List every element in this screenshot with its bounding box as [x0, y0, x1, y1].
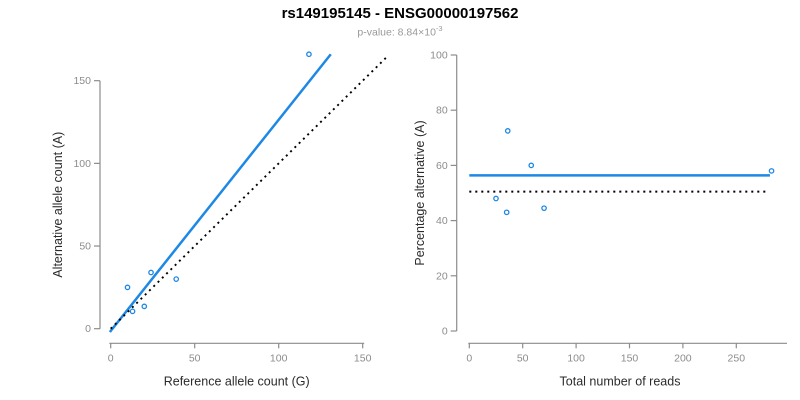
x-tick-label: 0 — [108, 352, 114, 364]
y-axis-title: Percentage alternative (A) — [413, 120, 427, 265]
x-tick-label: 150 — [621, 352, 639, 364]
x-tick-label: 100 — [270, 352, 288, 364]
data-point — [528, 162, 535, 169]
x-tick-label: 200 — [674, 352, 692, 364]
x-tick-label: 150 — [354, 352, 372, 364]
data-point — [768, 168, 775, 174]
subtitle-exponent: -3 — [435, 24, 443, 33]
fit-line — [108, 53, 332, 333]
y-tick-label: 100 — [430, 50, 448, 62]
x-tick-label: 50 — [189, 352, 201, 364]
plot-subtitle: p-value: 8.84×10-3 — [0, 24, 800, 39]
data-point — [141, 303, 148, 310]
y-tick-label: 20 — [436, 270, 448, 282]
y-tick-label: 150 — [73, 75, 91, 87]
data-point — [124, 284, 131, 291]
y-tick-label: 100 — [73, 158, 91, 170]
identity-line — [110, 56, 387, 330]
data-point — [504, 128, 511, 134]
subtitle-text: p-value: 8.84×10 — [357, 26, 436, 39]
data-point — [503, 209, 510, 216]
data-point — [129, 308, 136, 315]
y-tick-label: 50 — [79, 241, 91, 253]
data-point — [173, 276, 180, 282]
plot-title: rs149195145 - ENSG00000197562 — [281, 5, 519, 22]
x-axis-title: Total number of reads — [560, 375, 681, 389]
y-tick-label: 0 — [442, 326, 448, 338]
x-axis-title: Reference allele count (G) — [164, 375, 310, 389]
y-tick-label: 80 — [436, 105, 448, 117]
data-point — [306, 51, 312, 58]
data-point — [541, 205, 547, 212]
y-tick-label: 40 — [436, 215, 448, 227]
data-point — [493, 195, 499, 202]
x-tick-label: 50 — [517, 352, 529, 364]
x-tick-label: 0 — [466, 352, 472, 364]
data-point — [148, 269, 154, 276]
y-axis-title: Alternative allele count (A) — [51, 132, 65, 278]
x-tick-label: 100 — [567, 352, 585, 364]
y-tick-label: 60 — [436, 160, 448, 172]
y-tick-label: 0 — [85, 323, 91, 335]
x-tick-label: 250 — [728, 352, 746, 364]
